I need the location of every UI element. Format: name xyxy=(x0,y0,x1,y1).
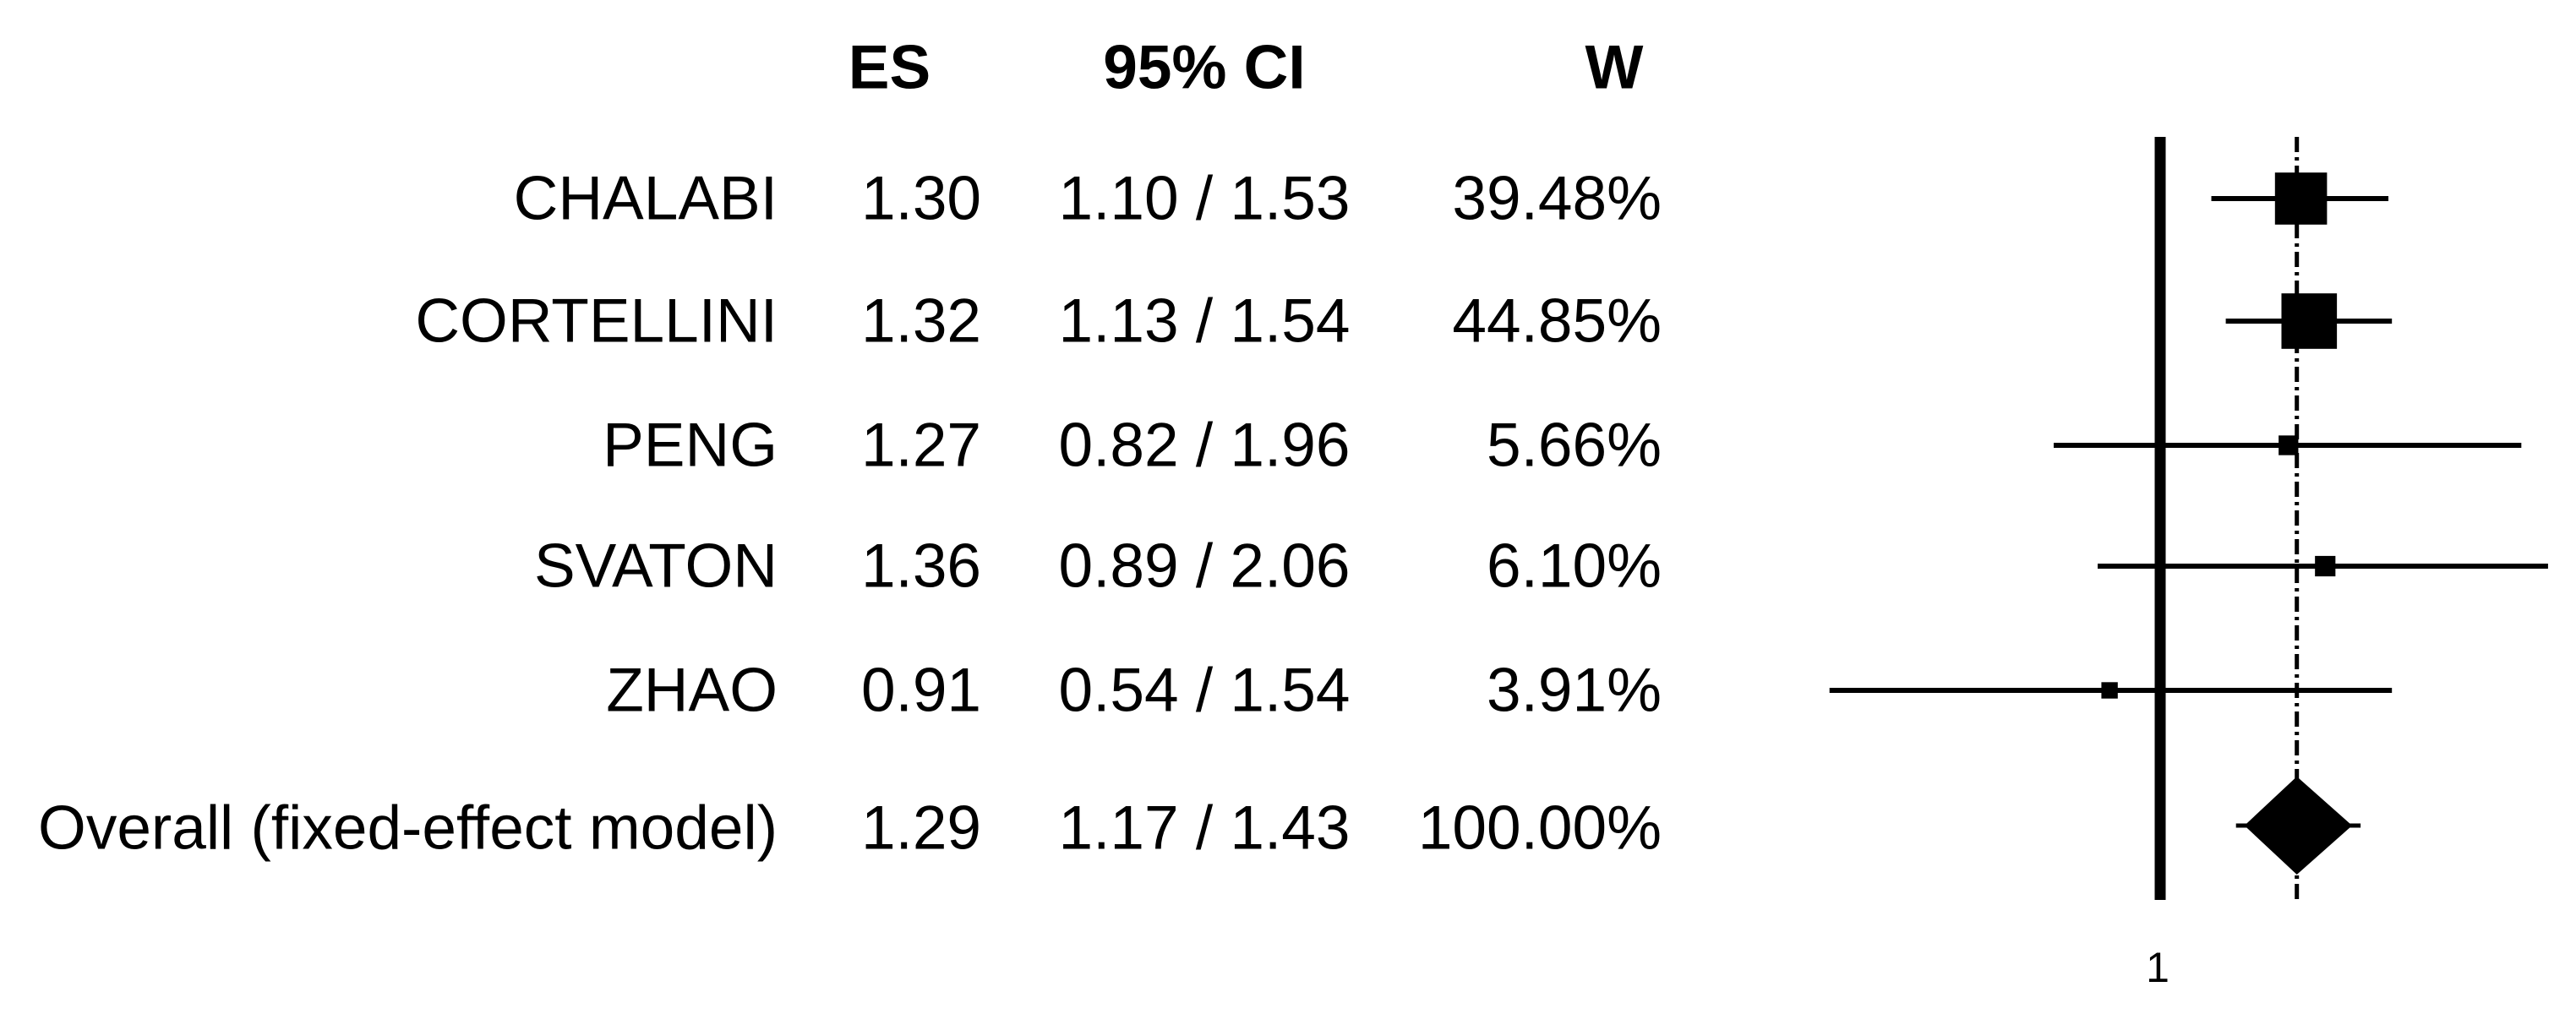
ci-value: 1.17 / 1.43 xyxy=(1058,793,1351,863)
effect-square xyxy=(2101,682,2118,699)
column-header-ci: 95% CI xyxy=(1103,33,1306,102)
study-label: CORTELLINI xyxy=(415,286,778,356)
weight-value: 3.91% xyxy=(1487,656,1662,725)
study-label: Overall (fixed-effect model) xyxy=(38,793,778,863)
ci-value: 1.10 / 1.53 xyxy=(1058,164,1351,233)
es-value: 0.91 xyxy=(860,656,982,725)
study-label: ZHAO xyxy=(606,656,778,725)
effect-square xyxy=(2281,293,2338,349)
weight-value: 44.85% xyxy=(1452,286,1662,356)
weight-value: 5.66% xyxy=(1487,411,1662,480)
es-value: 1.30 xyxy=(860,164,982,233)
study-label: CHALABI xyxy=(513,164,778,233)
ci-value: 0.82 / 1.96 xyxy=(1058,411,1351,480)
es-value: 1.29 xyxy=(860,793,982,863)
weight-value: 6.10% xyxy=(1487,532,1662,601)
es-value: 1.27 xyxy=(860,411,982,480)
es-value: 1.32 xyxy=(860,286,982,356)
es-value: 1.36 xyxy=(860,532,982,601)
weight-value: 39.48% xyxy=(1452,164,1662,233)
weight-value: 100.00% xyxy=(1417,793,1662,863)
ci-value: 0.54 / 1.54 xyxy=(1058,656,1351,725)
effect-square xyxy=(2274,172,2328,225)
x-axis-tick-label: 1 xyxy=(2146,944,2169,991)
effect-square xyxy=(2315,555,2336,577)
column-header-w: W xyxy=(1585,33,1644,102)
ci-value: 1.13 / 1.54 xyxy=(1058,286,1351,356)
effect-square xyxy=(2279,435,2299,455)
study-label: SVATON xyxy=(533,532,778,601)
column-header-es: ES xyxy=(848,33,931,102)
ci-value: 0.89 / 2.06 xyxy=(1058,532,1351,601)
overall-diamond xyxy=(2244,777,2353,875)
study-label: PENG xyxy=(603,411,778,480)
